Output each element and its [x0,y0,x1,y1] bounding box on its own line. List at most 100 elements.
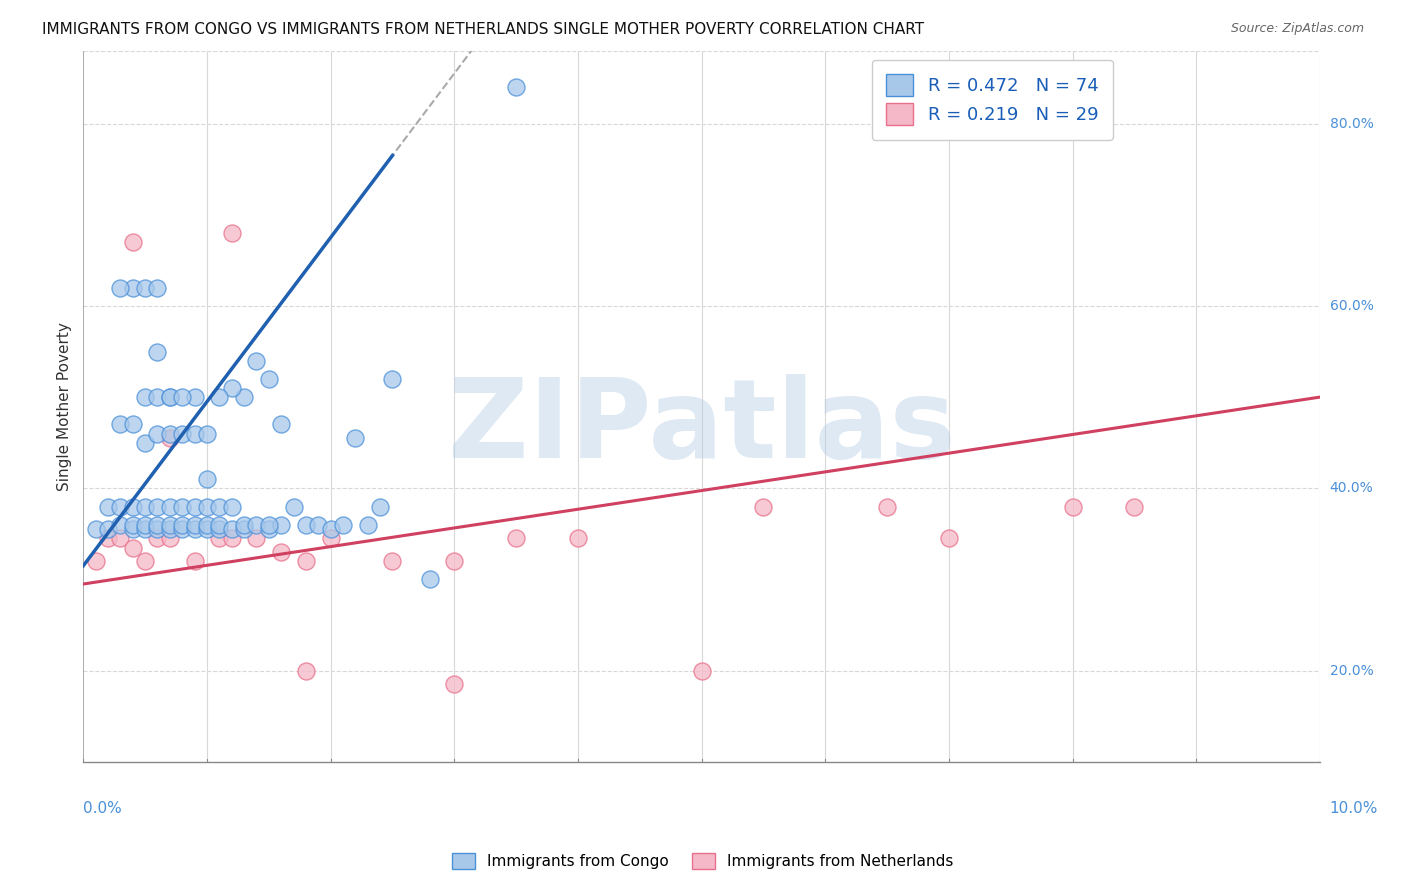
Point [110,517,132,532]
Point [121,281,143,295]
Point [1062,500,1084,514]
Point [134,435,156,450]
Point [146,522,169,536]
Point [97,522,120,536]
Point [121,417,143,432]
Y-axis label: Single Mother Poverty: Single Mother Poverty [58,322,72,491]
Point [332,517,354,532]
Point [121,541,143,555]
Point [84,554,107,568]
Point [221,532,243,546]
Point [690,664,713,678]
Point [938,532,960,546]
Text: Source: ZipAtlas.com: Source: ZipAtlas.com [1230,22,1364,36]
Point [283,500,305,514]
Point [270,545,292,559]
Point [172,517,194,532]
Point [245,353,267,368]
Point [443,677,465,691]
Point [295,554,318,568]
Point [110,281,132,295]
Point [183,554,205,568]
Point [146,426,169,441]
Point [344,431,367,445]
Point [752,500,775,514]
Point [159,431,181,445]
Point [121,235,143,249]
Point [270,417,292,432]
Point [195,522,218,536]
Point [159,532,181,546]
Point [245,532,267,546]
Text: IMMIGRANTS FROM CONGO VS IMMIGRANTS FROM NETHERLANDS SINGLE MOTHER POVERTY CORRE: IMMIGRANTS FROM CONGO VS IMMIGRANTS FROM… [42,22,924,37]
Point [97,532,120,546]
Point [84,522,107,536]
Text: 10.0%: 10.0% [1330,801,1378,816]
Text: 60.0%: 60.0% [1330,299,1374,313]
Point [221,522,243,536]
Text: 80.0%: 80.0% [1330,117,1374,130]
Point [146,532,169,546]
Point [183,426,205,441]
Point [159,390,181,404]
Point [195,517,218,532]
Point [221,500,243,514]
Point [233,390,256,404]
Point [208,500,231,514]
Point [121,500,143,514]
Text: 20.0%: 20.0% [1330,664,1374,678]
Point [159,522,181,536]
Point [110,532,132,546]
Point [567,532,589,546]
Point [121,517,143,532]
Point [319,522,342,536]
Text: ZIPatlas: ZIPatlas [447,374,956,481]
Point [295,664,318,678]
Point [257,372,280,386]
Point [159,517,181,532]
Point [134,517,156,532]
Legend: Immigrants from Congo, Immigrants from Netherlands: Immigrants from Congo, Immigrants from N… [446,847,960,875]
Point [1123,500,1146,514]
Point [121,522,143,536]
Point [172,522,194,536]
Point [221,226,243,240]
Point [233,522,256,536]
Point [146,500,169,514]
Point [357,517,380,532]
Point [134,390,156,404]
Point [172,500,194,514]
Point [172,390,194,404]
Point [146,517,169,532]
Point [505,532,527,546]
Point [208,517,231,532]
Point [159,500,181,514]
Point [245,517,267,532]
Point [368,500,391,514]
Point [381,372,404,386]
Point [208,522,231,536]
Point [146,390,169,404]
Point [381,554,404,568]
Point [134,500,156,514]
Point [233,517,256,532]
Point [110,417,132,432]
Text: 40.0%: 40.0% [1330,482,1374,495]
Point [418,573,440,587]
Point [134,522,156,536]
Point [307,517,329,532]
Point [159,426,181,441]
Point [221,381,243,395]
Point [110,500,132,514]
Point [146,344,169,359]
Point [146,281,169,295]
Point [183,517,205,532]
Point [195,500,218,514]
Point [159,390,181,404]
Point [876,500,898,514]
Point [443,554,465,568]
Point [134,281,156,295]
Point [257,517,280,532]
Point [183,522,205,536]
Point [183,500,205,514]
